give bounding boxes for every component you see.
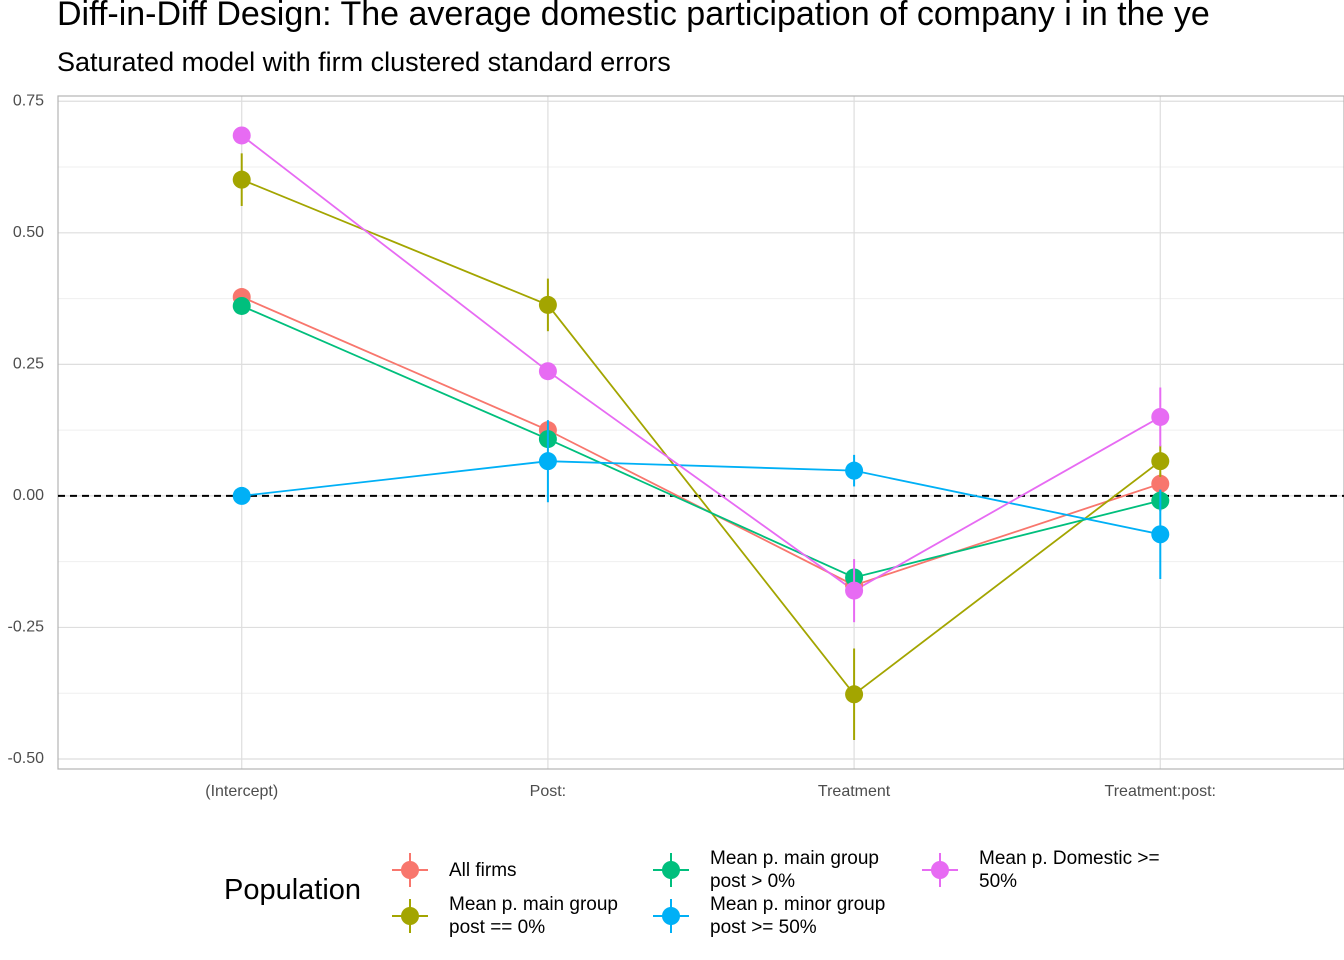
y-tick-label: 0.50: [13, 224, 44, 241]
legend-label: Mean p. Domestic >= 50%: [979, 848, 1160, 892]
point: [845, 685, 864, 704]
point: [538, 452, 557, 471]
x-tick-label: (Intercept): [205, 783, 278, 800]
legend-label: Mean p. main group post == 0%: [449, 894, 618, 938]
point: [845, 461, 864, 480]
y-tick-label: 0.75: [13, 92, 44, 109]
x-tick-label: Treatment: [818, 783, 891, 800]
point: [1151, 407, 1170, 426]
y-tick-label: -0.50: [8, 750, 45, 767]
chart-subtitle: Saturated model with firm clustered stan…: [57, 47, 671, 77]
y-tick-label: 0.25: [13, 356, 44, 373]
series-line: [241, 296, 1161, 587]
legend-key-point: [401, 861, 419, 879]
point: [232, 296, 251, 315]
legend-key-point: [662, 861, 680, 879]
point: [232, 126, 251, 145]
x-tick-label: Treatment:post:: [1105, 783, 1216, 800]
series-line: [241, 178, 1161, 696]
legend-label: Mean p. minor group post >= 50%: [710, 894, 886, 938]
point: [538, 362, 557, 381]
panel-border: [57, 95, 1344, 770]
series-line: [241, 460, 1161, 536]
point: [1151, 452, 1170, 471]
y-tick-label: 0.00: [13, 487, 44, 504]
point: [538, 295, 557, 314]
point: [845, 581, 864, 600]
chart-title: Diff-in-Diff Design: The average domesti…: [57, 0, 1210, 33]
legend-label: Mean p. main group post > 0%: [710, 848, 879, 892]
legend-key-point: [662, 907, 680, 925]
legend-key-point: [401, 907, 419, 925]
series-line: [241, 305, 1161, 579]
point: [1151, 474, 1170, 493]
point: [232, 486, 251, 505]
series-line: [241, 134, 1161, 592]
legend-label: All firms: [449, 859, 517, 881]
y-tick-label: -0.25: [8, 619, 45, 636]
x-tick-label: Post:: [530, 783, 566, 800]
point: [232, 170, 251, 189]
legend-key-point: [931, 861, 949, 879]
legend-title: Population: [224, 874, 362, 906]
point: [1151, 525, 1170, 544]
